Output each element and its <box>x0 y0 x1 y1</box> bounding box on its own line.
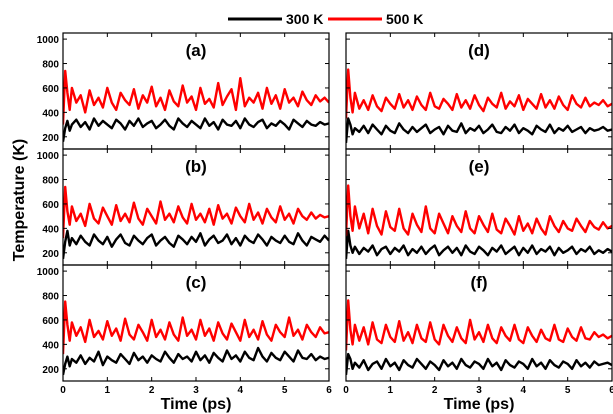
x-tick-label: 4 <box>521 385 527 396</box>
panel-2: 200 400 600 800 1000 0 1 2 3 4 5 6 (c) <box>37 264 332 396</box>
x-tick-label: 3 <box>193 385 199 396</box>
series-line-500k <box>63 185 329 239</box>
x-tick-label: 0 <box>343 385 349 396</box>
panel-4: (e) <box>345 148 613 266</box>
y-tick-label: 800 <box>42 60 59 71</box>
x-tick-label: 4 <box>238 385 244 396</box>
panel-label: (d) <box>468 41 490 60</box>
legend-label-500k: 500 K <box>386 11 423 27</box>
y-tick-label: 400 <box>42 108 59 119</box>
panel-label: (e) <box>469 157 490 176</box>
x-tick-label: 5 <box>565 385 571 396</box>
series-line-300k <box>63 346 329 376</box>
x-axis-title-right: Time (ps) <box>444 396 515 413</box>
x-axis-title-left: Time (ps) <box>161 396 232 413</box>
y-tick-label: 600 <box>42 316 59 327</box>
y-tick-label: 200 <box>42 249 59 260</box>
panel-0: 200 400 600 800 1000 (a) <box>37 32 330 150</box>
panels-group: 2004006008001000(a)2004006008001000(b)20… <box>37 32 613 396</box>
series-line-300k <box>346 117 612 144</box>
x-tick-label: 5 <box>282 385 288 396</box>
x-tick-label: 3 <box>476 385 482 396</box>
panel-5: 0 1 2 3 4 5 6 (f) <box>343 264 613 396</box>
series-line-500k <box>346 299 612 351</box>
series-line-300k <box>63 117 329 142</box>
y-tick-label: 200 <box>42 133 59 144</box>
series-line-500k <box>63 69 329 125</box>
y-tick-label: 1000 <box>37 35 60 46</box>
series-line-300k <box>346 229 612 259</box>
y-tick-label: 1000 <box>37 267 60 278</box>
series-line-500k <box>63 300 329 355</box>
x-tick-label: 2 <box>432 385 438 396</box>
y-tick-label: 400 <box>42 224 59 235</box>
panel-label: (a) <box>186 41 207 60</box>
series-line-300k <box>63 229 329 260</box>
y-tick-label: 400 <box>42 340 59 351</box>
legend: 300 K 500 K <box>228 11 423 27</box>
x-tick-label: 2 <box>149 385 155 396</box>
legend-label-300k: 300 K <box>286 11 323 27</box>
y-axis-title: Temperature (K) <box>11 139 28 261</box>
x-tick-label: 6 <box>326 385 332 396</box>
y-tick-label: 600 <box>42 84 59 95</box>
x-tick-label: 0 <box>60 385 66 396</box>
panel-label: (f) <box>471 273 488 292</box>
panel-label: (c) <box>186 273 207 292</box>
y-tick-label: 200 <box>42 365 59 376</box>
panel-1: 200 400 600 800 1000 (b) <box>37 148 330 266</box>
y-tick-label: 600 <box>42 200 59 211</box>
x-tick-label: 1 <box>105 385 111 396</box>
series-line-500k <box>346 184 612 236</box>
y-tick-label: 1000 <box>37 151 60 162</box>
x-tick-label: 1 <box>388 385 394 396</box>
panel-label: (b) <box>185 157 207 176</box>
x-tick-label: 6 <box>609 385 613 396</box>
series-line-500k <box>346 68 612 119</box>
series-line-300k <box>346 352 612 376</box>
y-tick-label: 800 <box>42 176 59 187</box>
y-tick-label: 800 <box>42 292 59 303</box>
panel-3: (d) <box>345 32 613 150</box>
